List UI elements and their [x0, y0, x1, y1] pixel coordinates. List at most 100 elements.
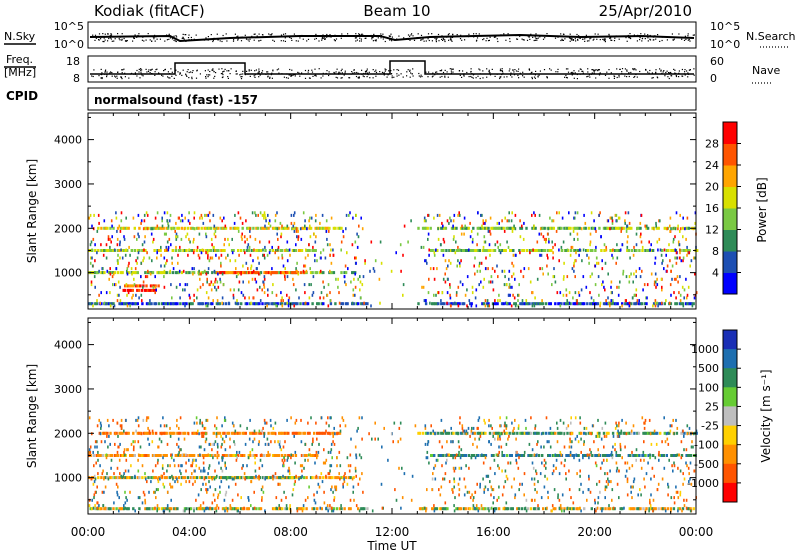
echo-cell	[315, 501, 317, 504]
echo-cell	[464, 225, 466, 228]
echo-cell	[609, 470, 611, 473]
echo-cell	[611, 499, 613, 502]
nave-dot	[532, 78, 533, 79]
echo-cell	[622, 273, 624, 276]
nave-dot	[595, 77, 596, 78]
echo-cell	[678, 241, 680, 244]
echo-cell	[275, 422, 277, 425]
echo-cell	[138, 476, 140, 479]
echo-cell	[526, 499, 528, 502]
echo-cell	[214, 281, 216, 284]
echo-cell	[557, 291, 559, 294]
echo-cell	[192, 273, 194, 276]
echo-cell	[637, 493, 639, 496]
echo-cell	[238, 230, 240, 233]
echo-cell	[470, 496, 472, 499]
echo-cell	[454, 509, 456, 512]
echo-cell	[255, 475, 257, 478]
echo-cell	[557, 440, 559, 443]
echo-cell	[193, 241, 195, 244]
echo-cell	[333, 254, 335, 257]
nsearch-dot	[694, 34, 695, 35]
echo-cell	[237, 227, 239, 230]
echo-cell	[530, 281, 532, 284]
echo-cell	[193, 251, 195, 254]
echo-cell	[342, 302, 344, 305]
echo-cell	[170, 507, 172, 510]
echo-cell	[232, 251, 234, 254]
echo-cell	[155, 286, 157, 289]
echo-cell	[100, 422, 102, 425]
nave-dot	[419, 75, 420, 76]
nave-dot	[214, 76, 215, 77]
echo-cell	[400, 422, 402, 425]
nsearch-dot	[687, 35, 688, 36]
echo-cell	[299, 302, 301, 305]
echo-cell	[205, 251, 207, 254]
echo-cell	[112, 419, 114, 422]
echo-cell	[206, 281, 208, 284]
nave-dot	[262, 70, 263, 71]
echo-cell	[356, 430, 358, 433]
echo-cell	[432, 472, 434, 475]
echo-cell	[110, 304, 112, 307]
nsearch-dot	[281, 40, 282, 41]
echo-cell	[464, 493, 466, 496]
echo-cell	[206, 291, 208, 294]
echo-cell	[264, 214, 266, 217]
echo-cell	[542, 302, 544, 305]
echo-cell	[672, 265, 674, 268]
echo-cell	[113, 501, 115, 504]
echo-cell	[456, 265, 458, 268]
echo-cell	[327, 243, 329, 246]
echo-cell	[235, 430, 237, 433]
nave-dot	[152, 69, 153, 70]
echo-cell	[119, 459, 121, 462]
echo-cell	[605, 262, 607, 265]
echo-cell	[211, 271, 213, 274]
echo-cell	[472, 286, 474, 289]
nsearch-dot	[294, 34, 295, 35]
echo-cell	[164, 257, 166, 260]
echo-cell	[655, 225, 657, 228]
nave-dot	[312, 76, 313, 77]
nave-dot	[669, 78, 670, 79]
nsearch-dot	[586, 35, 587, 36]
nave-dot	[522, 72, 523, 73]
echo-cell	[340, 249, 342, 252]
nsearch-dot	[448, 40, 449, 41]
nsearch-dot	[373, 34, 374, 35]
nsearch-dot	[409, 36, 410, 37]
nsearch-dot	[396, 38, 397, 39]
echo-cell	[640, 233, 642, 236]
echo-cell	[633, 246, 635, 249]
echo-cell	[638, 249, 640, 252]
nave-dot	[171, 76, 172, 77]
echo-cell	[583, 275, 585, 278]
echo-cell	[106, 257, 108, 260]
echo-cell	[303, 467, 305, 470]
echo-cell	[97, 424, 99, 427]
echo-cell	[586, 302, 588, 305]
nave-dot	[93, 76, 94, 77]
echo-cell	[135, 419, 137, 422]
echo-cell	[564, 446, 566, 449]
nave-dot	[564, 77, 565, 78]
echo-cell	[654, 262, 656, 265]
echo-cell	[627, 241, 629, 244]
echo-cell	[511, 219, 513, 222]
echo-cell	[355, 286, 357, 289]
echo-cell	[103, 504, 105, 507]
echo-cell	[615, 427, 617, 430]
echo-cell	[216, 435, 218, 438]
echo-cell	[360, 217, 362, 220]
echo-cell	[675, 296, 677, 299]
echo-cell	[207, 304, 209, 307]
echo-cell	[683, 304, 685, 307]
echo-cell	[336, 507, 338, 510]
echo-cell	[231, 238, 233, 241]
echo-cell	[266, 304, 268, 307]
echo-cell	[616, 451, 618, 454]
echo-cell	[606, 486, 608, 489]
nsearch-dot	[481, 35, 482, 36]
